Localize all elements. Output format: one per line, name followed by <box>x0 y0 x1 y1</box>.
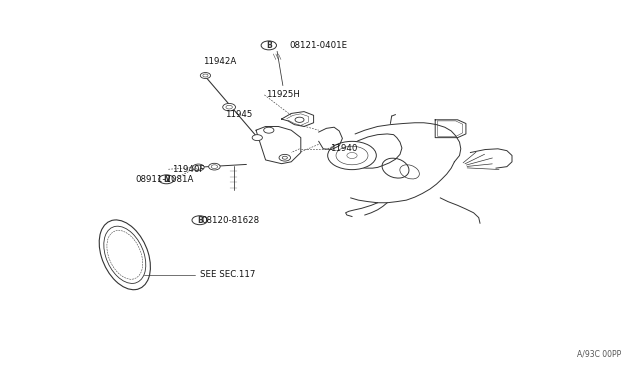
Circle shape <box>226 105 232 109</box>
Text: A/93C 00PP: A/93C 00PP <box>577 350 621 359</box>
Circle shape <box>193 164 204 171</box>
Circle shape <box>295 117 304 122</box>
Circle shape <box>282 156 287 159</box>
Circle shape <box>203 74 208 77</box>
Text: 11942A: 11942A <box>203 57 236 66</box>
Text: 08911-2081A: 08911-2081A <box>135 175 193 184</box>
Circle shape <box>209 163 220 170</box>
Circle shape <box>192 216 207 225</box>
Circle shape <box>200 73 211 78</box>
Text: 11940F: 11940F <box>172 165 204 174</box>
Circle shape <box>261 41 276 50</box>
Circle shape <box>336 146 368 165</box>
Circle shape <box>211 165 218 169</box>
Text: 08120-81628: 08120-81628 <box>202 216 260 225</box>
Text: B: B <box>197 216 202 225</box>
Circle shape <box>328 141 376 170</box>
Circle shape <box>195 166 202 169</box>
Text: N: N <box>163 175 170 184</box>
Circle shape <box>279 154 291 161</box>
Circle shape <box>223 103 236 111</box>
Text: 11945: 11945 <box>225 110 253 119</box>
Text: 11940: 11940 <box>330 144 358 153</box>
Circle shape <box>252 135 262 141</box>
Text: 11925H: 11925H <box>266 90 300 99</box>
Text: SEE SEC.117: SEE SEC.117 <box>200 270 256 279</box>
Circle shape <box>347 153 357 158</box>
Circle shape <box>159 175 174 184</box>
Circle shape <box>264 127 274 133</box>
Text: B: B <box>266 41 271 50</box>
Text: 08121-0401E: 08121-0401E <box>289 41 348 50</box>
